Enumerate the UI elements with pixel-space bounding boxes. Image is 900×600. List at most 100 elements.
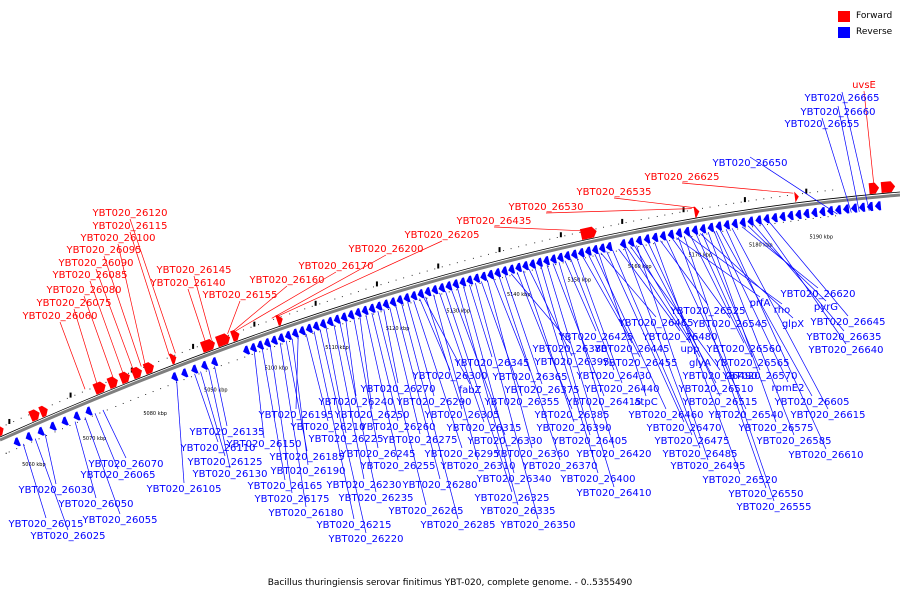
minor-tick (725, 203, 727, 205)
minor-tick (556, 236, 558, 238)
label-leader-line (176, 380, 185, 484)
minor-tick (812, 217, 814, 219)
gene-layer (0, 181, 896, 447)
label-leader-line (552, 263, 605, 397)
minor-tick (380, 284, 382, 286)
label-leader-line (271, 254, 387, 319)
reverse-gene-arrow (755, 215, 762, 225)
minor-tick (817, 191, 819, 193)
reverse-gene-label: YBT020_26185 (269, 452, 345, 463)
minor-tick (722, 230, 724, 232)
reverse-gene-arrow (480, 271, 488, 281)
minor-tick (809, 192, 811, 194)
reverse-gene-label: YBT020_26440 (584, 384, 660, 395)
label-leader-line (261, 349, 286, 481)
reverse-gene-label: YBT020_26405 (552, 436, 628, 447)
label-leader-line (227, 300, 241, 335)
label-leader-line (707, 232, 777, 423)
label-leader-line (676, 237, 761, 298)
label-leader-line (187, 288, 206, 343)
forward-gene-label: YBT020_26085 (52, 270, 128, 281)
reverse-gene-label: YBT020_26545 (692, 319, 768, 330)
reverse-gene-arrow (277, 333, 286, 343)
minor-tick (228, 362, 230, 364)
reverse-gene-arrow (691, 225, 699, 235)
forward-gene-arrow (199, 338, 215, 353)
reverse-gene-arrow (291, 328, 300, 338)
minor-tick (274, 346, 276, 348)
minor-tick (541, 240, 543, 242)
minor-tick (562, 262, 564, 264)
forward-gene-label: YBT020_26115 (92, 221, 168, 232)
forward-gene-label: YBT020_26060 (22, 311, 98, 322)
label-leader-line (701, 233, 761, 371)
label-leader-line (200, 371, 226, 457)
forward-gene-label: YBT020_26090 (58, 258, 134, 269)
minor-tick (334, 325, 336, 327)
reverse-gene-label: YBT020_26490 (682, 371, 758, 382)
label-leader-line (102, 409, 127, 459)
reverse-gene-arrow (263, 338, 272, 348)
minor-tick (122, 402, 124, 404)
reverse-gene-label: YBT020_26110 (180, 443, 256, 454)
forward-gene-label: YBT020_26160 (249, 275, 325, 286)
reverse-gene-label: YBT020_26520 (702, 475, 778, 486)
reverse-gene-arrow (675, 228, 683, 238)
reverse-gene-arrow (627, 237, 635, 247)
reverse-gene-arrow (284, 330, 293, 340)
minor-tick (69, 425, 71, 427)
minor-tick (786, 195, 788, 197)
kbp-tick-label: 5060 kbp (22, 462, 46, 468)
minor-tick (350, 293, 352, 295)
label-leader-line (677, 237, 767, 489)
minor-tick (441, 293, 443, 295)
minor-tick (471, 285, 473, 287)
reverse-gene-arrow (850, 203, 858, 213)
reverse-gene-label: YBT020_26305 (424, 410, 500, 421)
reverse-gene-label: YBT020_26615 (790, 410, 866, 421)
label-leader-line (401, 303, 459, 520)
minor-tick (737, 228, 739, 230)
reverse-gene-arrow (368, 303, 376, 313)
minor-tick (236, 359, 238, 361)
minor-tick (152, 391, 154, 393)
reverse-gene-arrow (811, 207, 818, 218)
minor-tick (805, 218, 807, 220)
reverse-gene-arrow (564, 251, 571, 261)
reverse-gene-arrow (842, 204, 850, 214)
reverse-gene-label: YBT020_26510 (678, 384, 754, 395)
reverse-gene-arrow (438, 283, 446, 293)
reverse-gene-label: YBT020_26350 (500, 520, 576, 531)
label-leader-line (634, 245, 701, 358)
kbp-tick-label: 5190 kbp (809, 234, 833, 240)
minor-tick (403, 277, 405, 279)
reverse-gene-label: YBT020_26150 (226, 439, 302, 450)
reverse-gene-label: YBT020_26300 (412, 371, 488, 382)
label-leader-line (194, 373, 219, 443)
label-leader-line (540, 266, 591, 436)
reverse-gene-label: YBT020_26370 (522, 461, 598, 472)
minor-tick (752, 226, 754, 228)
minor-tick (763, 198, 765, 200)
minor-tick (448, 291, 450, 293)
minor-tick (503, 250, 505, 252)
minor-tick (802, 193, 804, 195)
reverse-gene-label: YBT020_26390 (536, 423, 612, 434)
label-leader-line (534, 267, 599, 474)
label-leader-line (666, 239, 747, 410)
label-leader-line (269, 346, 293, 494)
minor-tick (479, 282, 481, 284)
label-leader-line (618, 248, 681, 332)
label-leader-line (528, 269, 573, 357)
label-leader-line (719, 230, 813, 397)
reverse-gene-label: YBT020_26190 (270, 466, 346, 477)
minor-tick (615, 250, 617, 252)
minor-tick (145, 393, 147, 395)
label-leader-line (731, 228, 829, 410)
forward-gene-arrow (142, 362, 155, 375)
label-leader-line (475, 282, 539, 520)
label-leader-line (821, 117, 852, 213)
minor-tick (5, 424, 7, 426)
reverse-gene-arrow (787, 210, 794, 221)
minor-tick (441, 266, 443, 268)
